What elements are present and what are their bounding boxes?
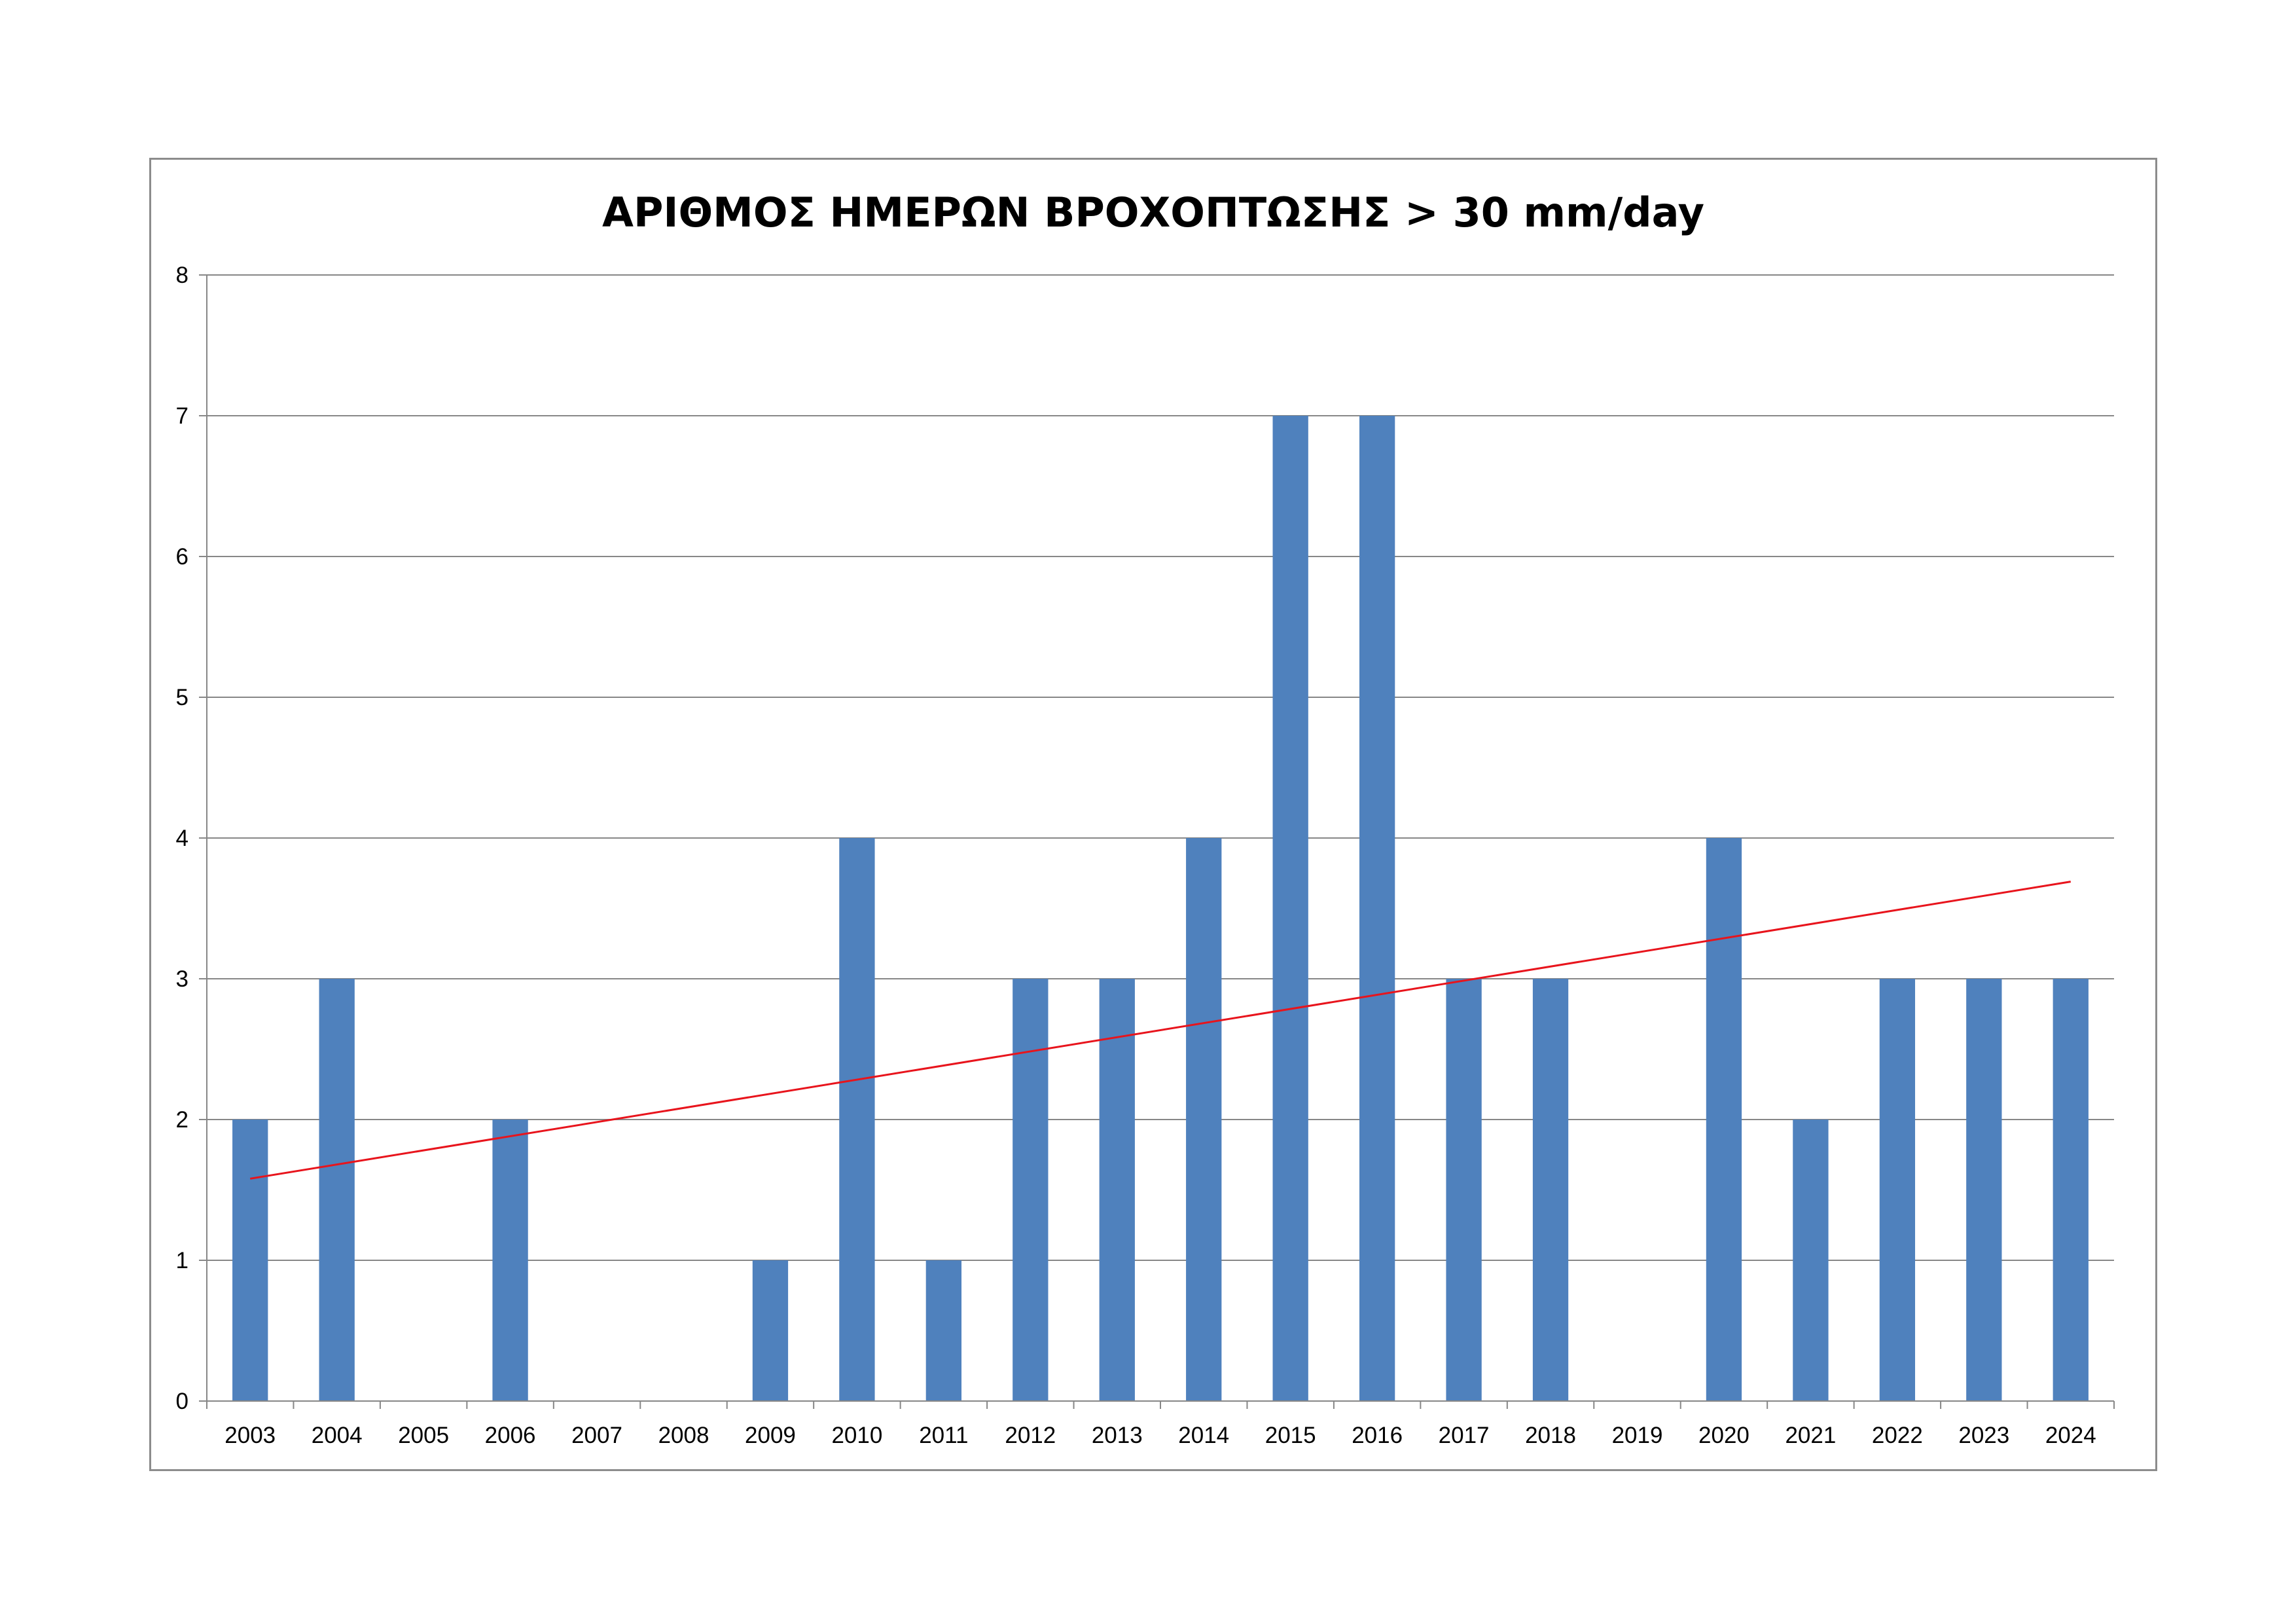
bars bbox=[232, 416, 2089, 1401]
x-tick-label: 2017 bbox=[1439, 1423, 1490, 1448]
bar-2020 bbox=[1706, 838, 1742, 1401]
bar-2023 bbox=[1966, 979, 2002, 1401]
x-tick-label: 2019 bbox=[1612, 1423, 1663, 1448]
trendline-group bbox=[249, 881, 2072, 1180]
x-tick-label: 2016 bbox=[1352, 1423, 1403, 1448]
chart-area: ΑΡΙΘΜΟΣ ΗΜΕΡΩΝ ΒΡΟΧΟΠΤΩΣΗΣ > 30 mm/day 0… bbox=[149, 158, 2157, 1471]
bar-2016 bbox=[1359, 416, 1395, 1401]
x-tick-label: 2011 bbox=[919, 1423, 968, 1448]
bar-2015 bbox=[1272, 416, 1308, 1401]
bar-2024 bbox=[2053, 979, 2089, 1401]
y-tick-labels: 0 1 2 3 4 5 6 7 8 bbox=[176, 263, 188, 1414]
bar-2022 bbox=[1879, 979, 1916, 1401]
x-tick-label: 2024 bbox=[2045, 1423, 2096, 1448]
x-tick-label: 2008 bbox=[658, 1423, 709, 1448]
x-tick-label: 2022 bbox=[1872, 1423, 1923, 1448]
x-tick-label: 2018 bbox=[1525, 1423, 1576, 1448]
axes bbox=[199, 274, 2115, 1409]
chart-title: ΑΡΙΘΜΟΣ ΗΜΕΡΩΝ ΒΡΟΧΟΠΤΩΣΗΣ > 30 mm/day bbox=[601, 189, 1705, 236]
y-tick-label: 7 bbox=[176, 403, 188, 429]
x-tick-label: 2006 bbox=[485, 1423, 536, 1448]
bar-2013 bbox=[1099, 979, 1135, 1401]
x-tick-label: 2003 bbox=[224, 1423, 276, 1448]
x-tick-label: 2023 bbox=[1958, 1423, 2009, 1448]
x-tick-label: 2004 bbox=[312, 1423, 363, 1448]
y-tick-label: 4 bbox=[176, 826, 188, 851]
bar-2003 bbox=[232, 1120, 268, 1401]
x-tick-label: 2007 bbox=[571, 1423, 622, 1448]
bar-2004 bbox=[319, 979, 355, 1401]
x-tick-label: 2015 bbox=[1265, 1423, 1316, 1448]
bar-2014 bbox=[1186, 838, 1222, 1401]
x-tick-label: 2021 bbox=[1785, 1423, 1836, 1448]
x-tick-label: 2010 bbox=[831, 1423, 882, 1448]
x-tick-label: 2012 bbox=[1005, 1423, 1056, 1448]
bar-2010 bbox=[839, 838, 875, 1401]
bar-2009 bbox=[752, 1260, 789, 1401]
x-tick-label: 2009 bbox=[745, 1423, 796, 1448]
x-tick-label: 2014 bbox=[1178, 1423, 1229, 1448]
x-tick-label: 2020 bbox=[1698, 1423, 1749, 1448]
gridlines bbox=[207, 274, 2114, 1261]
y-tick-label: 0 bbox=[176, 1389, 188, 1414]
bar-2021 bbox=[1793, 1120, 1829, 1401]
y-tick-label: 2 bbox=[176, 1107, 188, 1133]
y-tick-label: 5 bbox=[176, 685, 188, 710]
bar-2017 bbox=[1446, 979, 1482, 1401]
x-tick-label: 2005 bbox=[398, 1423, 449, 1448]
bar-2011 bbox=[925, 1260, 962, 1401]
x-tick-label: 2013 bbox=[1092, 1423, 1143, 1448]
trendline bbox=[249, 881, 2072, 1180]
y-tick-label: 8 bbox=[176, 263, 188, 288]
x-tick-labels: 2003 2004 2005 2006 2007 2008 2009 2010 2011 2012… bbox=[224, 1423, 2096, 1448]
y-tick-label: 6 bbox=[176, 544, 188, 570]
bar-2012 bbox=[1013, 979, 1049, 1401]
y-tick-label: 1 bbox=[176, 1248, 188, 1273]
y-tick-label: 3 bbox=[176, 966, 188, 992]
bar-2006 bbox=[492, 1120, 528, 1401]
bar-2018 bbox=[1532, 979, 1569, 1401]
